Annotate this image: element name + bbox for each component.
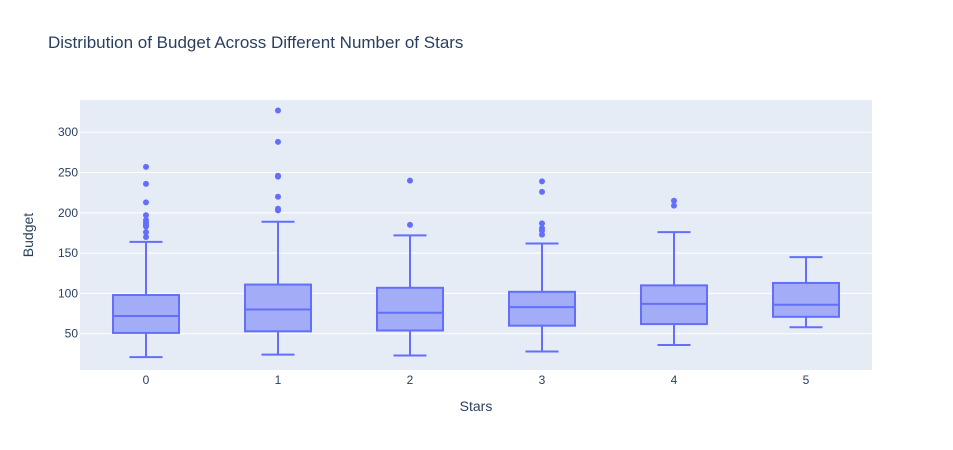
box-3 bbox=[508, 178, 576, 353]
y-tick-label: 300 bbox=[58, 125, 78, 139]
y-tick-label: 50 bbox=[65, 327, 79, 341]
outlier-point bbox=[143, 199, 149, 206]
y-tick-label: 100 bbox=[58, 286, 78, 300]
outlier-point bbox=[143, 180, 149, 187]
x-tick-label: 0 bbox=[143, 373, 150, 387]
box-5 bbox=[772, 256, 840, 329]
y-tick-label: 150 bbox=[58, 246, 78, 260]
outlier-point bbox=[407, 177, 413, 184]
outlier-point bbox=[539, 220, 545, 227]
outlier-point bbox=[143, 229, 149, 236]
outlier-point bbox=[143, 217, 149, 224]
box-iqr bbox=[508, 290, 576, 327]
outlier-point bbox=[407, 221, 413, 228]
box-1 bbox=[244, 107, 312, 356]
outlier-point bbox=[275, 193, 281, 200]
outlier-point bbox=[671, 197, 677, 204]
outlier-point bbox=[275, 205, 281, 212]
outlier-point bbox=[143, 234, 149, 241]
box-iqr bbox=[772, 281, 840, 318]
x-tick-label: 2 bbox=[407, 373, 414, 387]
outlier-point bbox=[275, 138, 281, 145]
outlier-point bbox=[143, 163, 149, 170]
outlier-point bbox=[275, 107, 281, 114]
box-iqr bbox=[376, 286, 444, 332]
outlier-point bbox=[539, 178, 545, 185]
x-tick-label: 5 bbox=[803, 373, 810, 387]
outlier-point bbox=[671, 202, 677, 209]
x-axis-title: Stars bbox=[460, 398, 493, 414]
outlier-point bbox=[275, 172, 281, 179]
y-tick-label: 250 bbox=[58, 166, 78, 180]
x-tick-label: 1 bbox=[275, 373, 282, 387]
x-axis-ticks: 0 1 2 3 4 5 bbox=[143, 373, 810, 387]
box-iqr bbox=[112, 294, 180, 334]
x-tick-label: 4 bbox=[671, 373, 678, 387]
box-2 bbox=[376, 177, 444, 357]
chart-title: Distribution of Budget Across Different … bbox=[48, 33, 464, 52]
outlier-point bbox=[539, 225, 545, 232]
y-axis-title: Budget bbox=[20, 213, 36, 257]
grid-lines bbox=[80, 131, 872, 335]
box-0 bbox=[112, 163, 180, 359]
box-series bbox=[112, 107, 840, 359]
plot-background bbox=[80, 100, 872, 370]
y-tick-label: 200 bbox=[58, 206, 78, 220]
outlier-point bbox=[539, 188, 545, 195]
y-axis-ticks: 50 100 150 200 250 300 bbox=[58, 125, 78, 340]
outlier-point bbox=[143, 212, 149, 219]
box-4 bbox=[640, 197, 708, 347]
x-tick-label: 3 bbox=[539, 373, 546, 387]
box-iqr bbox=[244, 283, 312, 333]
